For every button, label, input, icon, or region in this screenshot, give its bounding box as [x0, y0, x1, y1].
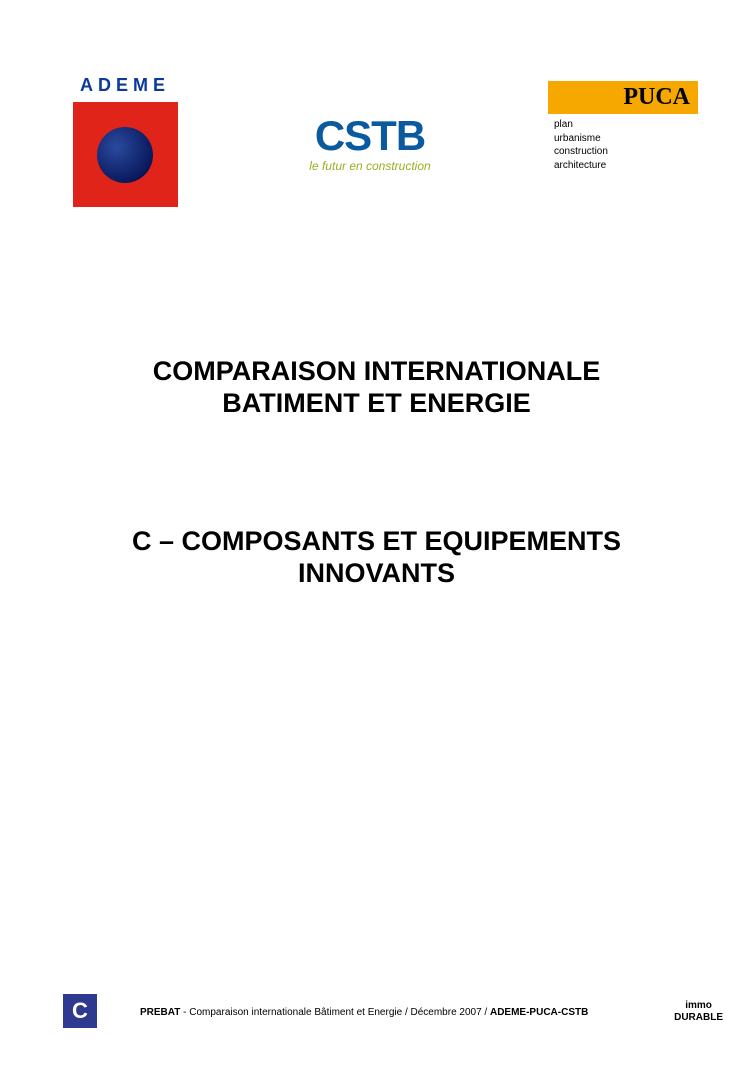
- cstb-tagline: le futur en construction: [280, 159, 460, 173]
- cstb-logo-block: CSTB le futur en construction: [280, 115, 460, 173]
- main-title: COMPARAISON INTERNATIONALE BATIMENT ET E…: [0, 355, 753, 420]
- immo-line2: DURABLE: [674, 1012, 723, 1023]
- puca-line: architecture: [554, 159, 692, 173]
- puca-logo-block: PUCA plan urbanisme construction archite…: [548, 81, 698, 178]
- section-badge: C: [63, 994, 97, 1028]
- immo-durable-mark: immo DURABLE: [674, 1000, 723, 1024]
- section-title: C – COMPOSANTS ET EQUIPEMENTS INNOVANTS: [0, 525, 753, 590]
- globe-icon: [97, 127, 153, 183]
- footer-prefix: PREBAT: [140, 1007, 180, 1018]
- main-title-line1: COMPARAISON INTERNATIONALE: [153, 356, 601, 386]
- footer-middle: - Comparaison internationale Bâtiment et…: [180, 1007, 490, 1018]
- footer-suffix: ADEME-PUCA-CSTB: [490, 1007, 588, 1018]
- puca-lines: plan urbanisme construction architecture: [548, 114, 698, 178]
- immo-line1: immo: [685, 1000, 712, 1011]
- puca-line: plan: [554, 118, 692, 132]
- cstb-name: CSTB: [280, 115, 460, 157]
- puca-line: construction: [554, 145, 692, 159]
- footer: C PREBAT - Comparaison internationale Bâ…: [0, 988, 753, 1028]
- section-title-line2: INNOVANTS: [298, 558, 455, 588]
- footer-text: PREBAT - Comparaison internationale Bâti…: [140, 1007, 588, 1018]
- section-title-line1: C – COMPOSANTS ET EQUIPEMENTS: [132, 526, 621, 556]
- ademe-square: [73, 102, 178, 207]
- puca-banner: PUCA: [548, 81, 698, 114]
- ademe-logo-block: ADEME: [70, 75, 180, 207]
- main-title-line2: BATIMENT ET ENERGIE: [222, 388, 531, 418]
- puca-line: urbanisme: [554, 132, 692, 146]
- header: ADEME CSTB le futur en construction PUCA…: [0, 75, 753, 235]
- ademe-label: ADEME: [70, 75, 180, 96]
